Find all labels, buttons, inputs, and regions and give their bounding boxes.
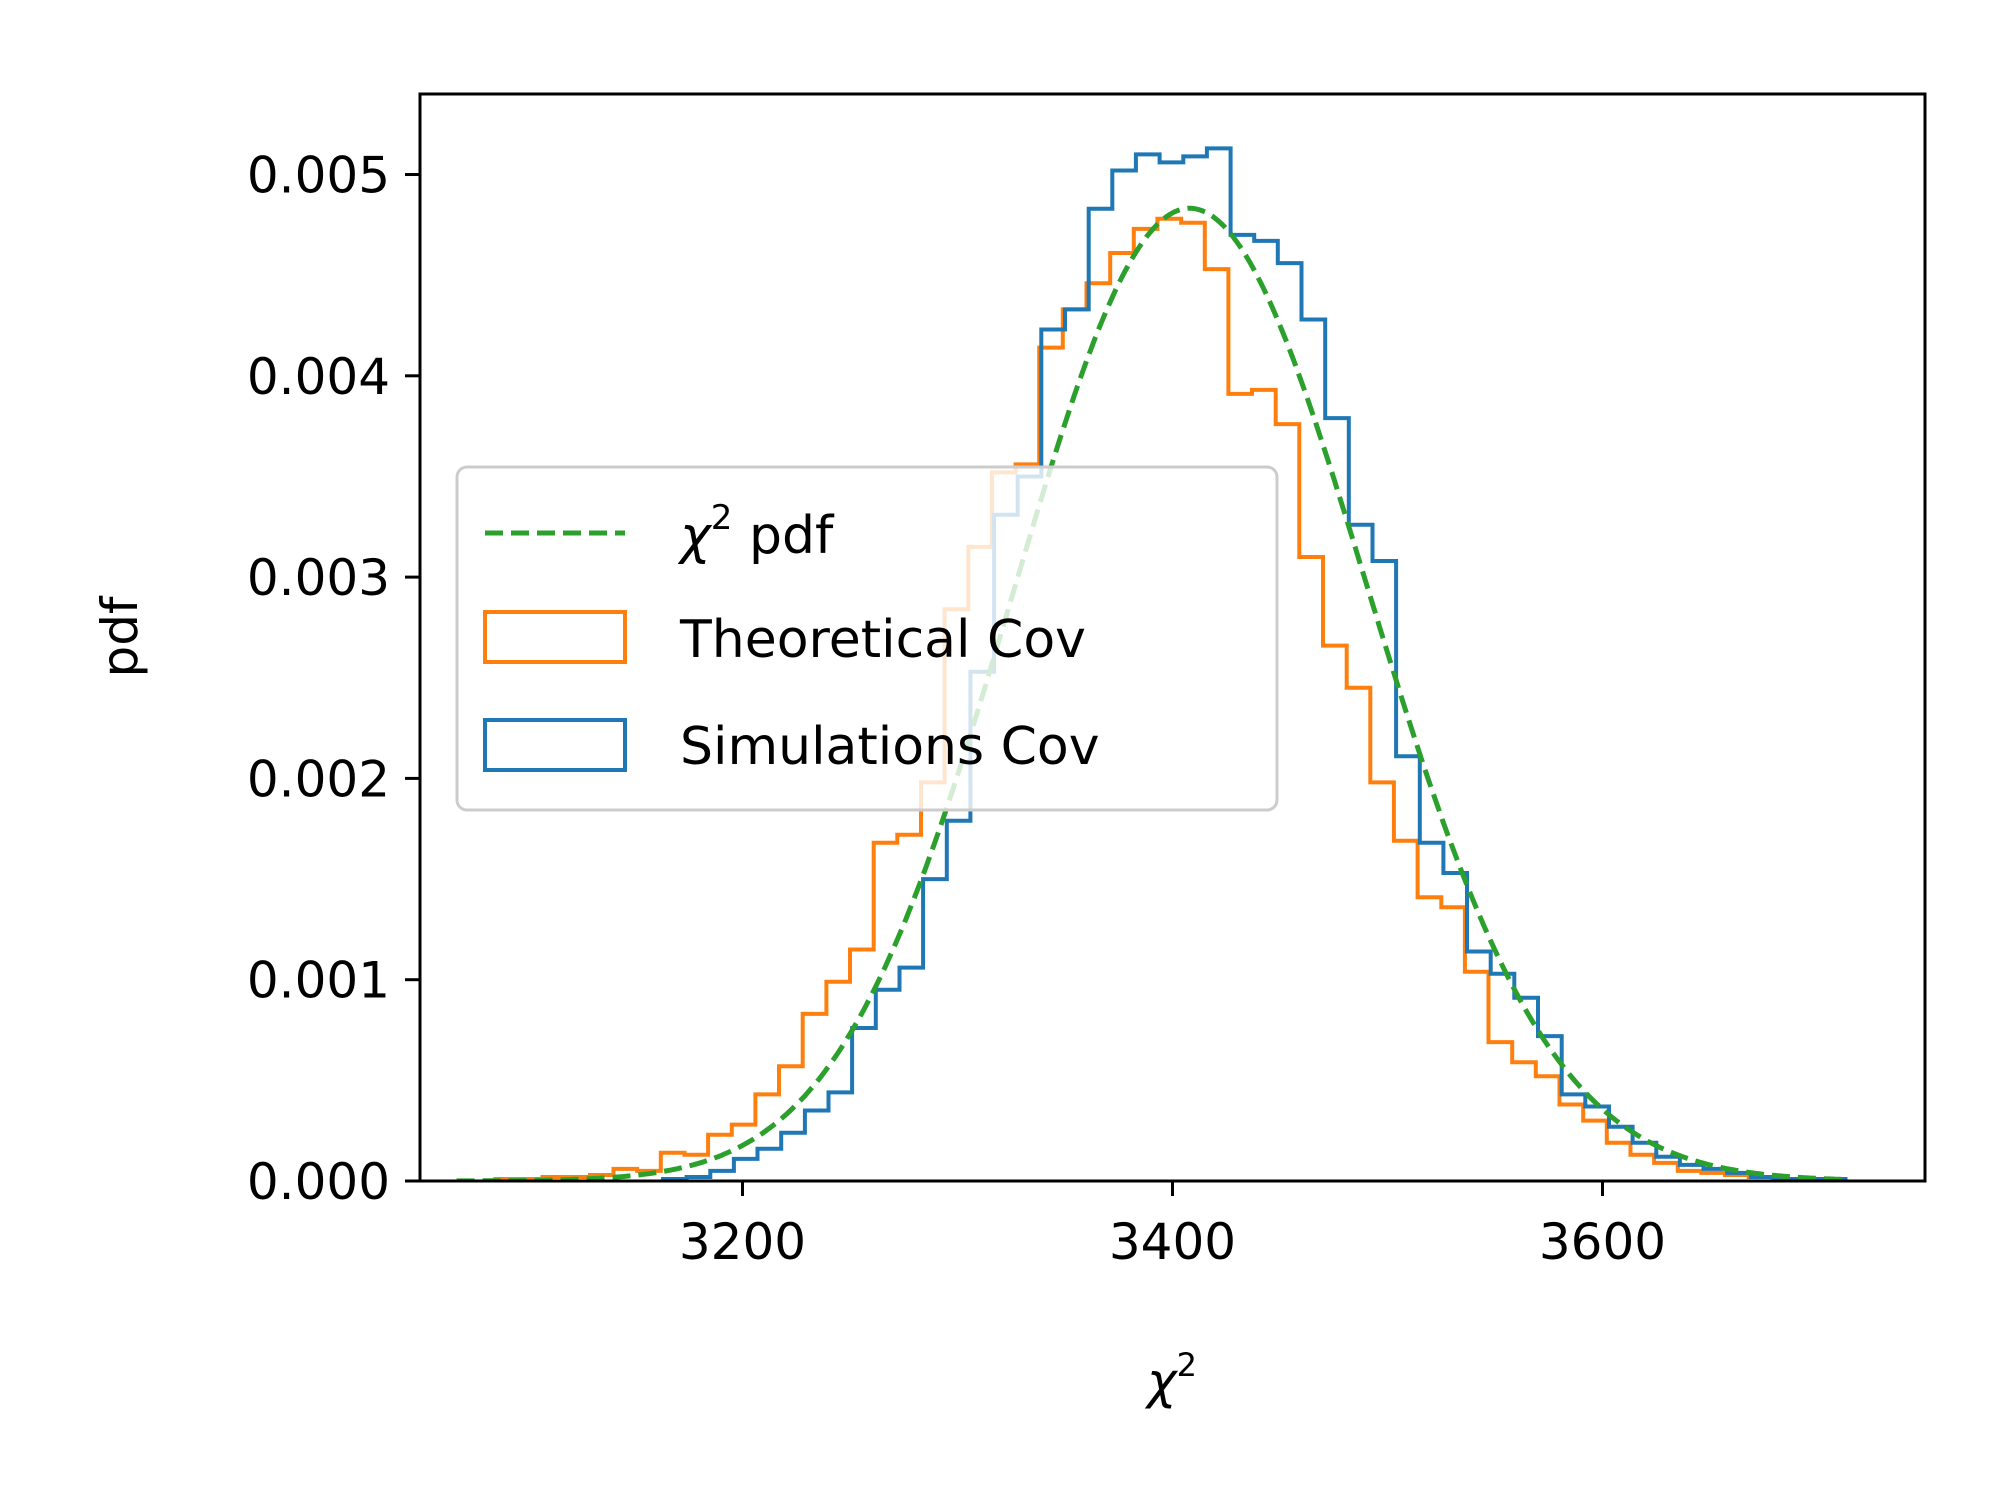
y-tick-label: 0.002 [247, 750, 390, 808]
plot-area [456, 146, 1850, 1181]
y-tick-label: 0.005 [247, 147, 390, 205]
legend-simulations-label: Simulations Cov [680, 717, 1100, 777]
y-axis-ticks: 0.000 0.001 0.002 0.003 0.004 0.005 [247, 147, 420, 1211]
legend-chi2-label: χ2 pdf [677, 498, 835, 566]
y-tick-label: 0.001 [247, 952, 390, 1010]
y-tick-label: 0.000 [247, 1153, 390, 1211]
chi2-pdf-curve [456, 205, 1850, 1181]
y-axis-label: pdf [91, 595, 149, 677]
legend-theoretical-swatch [483, 610, 627, 664]
x-tick-label: 3200 [679, 1213, 806, 1271]
legend-theoretical-label: Theoretical Cov [679, 610, 1086, 670]
y-tick-label: 0.003 [247, 549, 390, 607]
x-axis-label: χ2 [1144, 1346, 1197, 1410]
axes-frame [418, 92, 1927, 1183]
x-tick-label: 3400 [1109, 1213, 1236, 1271]
legend-frame [455, 465, 1279, 812]
x-axis-ticks: 3200 3400 3600 [679, 1181, 1666, 1271]
y-tick-label: 0.004 [247, 348, 390, 406]
legend: χ2 pdf Theoretical Cov Simulations Cov [455, 465, 1279, 812]
x-tick-label: 3600 [1539, 1213, 1666, 1271]
legend-simulations-swatch [483, 718, 627, 772]
